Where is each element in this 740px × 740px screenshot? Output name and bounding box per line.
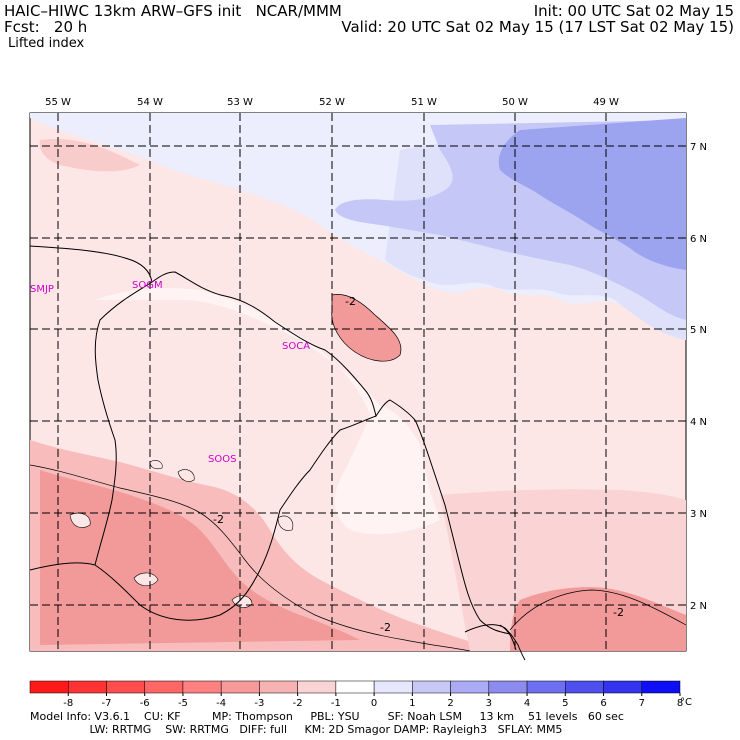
colorbar-swatch	[220, 680, 260, 694]
map-title: HAIC–HIWC 13km ARW–GFS init NCAR/MMM	[4, 2, 342, 20]
colorbar-swatch	[641, 680, 681, 694]
colorbar-swatch	[450, 680, 490, 694]
longitude-labels: 55 W 54 W 53 W 52 W 51 W 50 W 49 W	[45, 97, 619, 108]
colorbar-tick-label: -6	[140, 698, 150, 709]
contour-label: -2	[380, 621, 391, 634]
lon-label: 51 W	[411, 97, 437, 108]
colorbar-tick-label: -3	[254, 698, 264, 709]
lon-label: 53 W	[227, 97, 253, 108]
station-labels: SMJP SOGM SOCA SOOS	[30, 280, 310, 465]
colorbar-tick-label: 0	[371, 698, 377, 709]
colorbar-tick-label: 1	[409, 698, 415, 709]
valid-time: Valid: 20 UTC Sat 02 May 15 (17 LST Sat …	[341, 18, 734, 36]
lon-label: 50 W	[502, 97, 528, 108]
colorbar-swatch	[29, 680, 69, 694]
colorbar-tick-label: 4	[524, 698, 530, 709]
lon-label: 52 W	[319, 97, 345, 108]
colorbar-swatch	[488, 680, 528, 694]
colorbar-tick-label: 2	[447, 698, 453, 709]
map-plot-area: -2 -2 -2 -2 SMJP SOGM SOCA SOOS	[29, 112, 687, 661]
latitude-labels: 7 N 6 N 5 N 4 N 3 N 2 N	[690, 142, 707, 612]
graticule	[30, 113, 686, 651]
colorbar-tick-label: -5	[178, 698, 188, 709]
lat-label: 6 N	[690, 234, 707, 245]
colorbar-swatch	[182, 680, 222, 694]
colorbar-ticks: -8 -7 -6 -5 -4 -3 -2 -1 0 1 2 3 4 5 6 7 8	[63, 693, 683, 709]
colorbar-tick-label: -7	[101, 698, 111, 709]
init-time: Init: 00 UTC Sat 02 May 15	[533, 2, 734, 20]
colorbar-tick-label: 3	[486, 698, 492, 709]
colorbar-swatch	[259, 680, 298, 694]
lat-label: 2 N	[690, 601, 707, 612]
colorbar-tick-label: -8	[63, 698, 73, 709]
colorbar-swatch	[144, 680, 184, 694]
contour-minus2-coast	[331, 294, 402, 362]
station-label: SMJP	[30, 284, 54, 295]
contour-minus2-southeast	[509, 589, 687, 631]
colorbar-tick-label: 5	[562, 698, 568, 709]
contour-island	[149, 460, 163, 470]
colorbar-swatch	[412, 680, 451, 694]
land-light-region	[95, 288, 440, 535]
contour-label: -2	[345, 295, 356, 308]
warm-region-strong	[40, 470, 360, 645]
warm-patch-east	[510, 587, 686, 651]
colorbar-swatch	[335, 680, 375, 694]
cool-patch-west	[185, 137, 240, 158]
colorbar-tick-label: 7	[639, 698, 645, 709]
model-info-line2: LW: RRTMG SW: RRTMG DIFF: full KM: 2D Sm…	[30, 723, 563, 736]
lat-label: 7 N	[690, 142, 707, 153]
lon-label: 55 W	[45, 97, 71, 108]
contour-minus2-southwest	[29, 464, 471, 652]
station-label: SOGM	[132, 280, 163, 291]
station-label: SOOS	[208, 454, 236, 465]
station-label: SOCA	[282, 341, 310, 352]
warm-patch-coast	[331, 294, 401, 362]
coastline-borders	[29, 245, 526, 661]
colorbar-swatch	[526, 680, 566, 694]
colorbar-swatch	[603, 680, 643, 694]
model-info-line1: Model Info: V3.6.1 CU: KF MP: Thompson P…	[30, 710, 624, 723]
contour-island	[177, 469, 195, 482]
colorbar-tick-label: -1	[331, 698, 341, 709]
colorbar-tick-label: 6	[600, 698, 606, 709]
colorbar-swatch	[565, 680, 604, 694]
colorbar-tick-label: -2	[293, 698, 303, 709]
contour-island	[133, 572, 159, 587]
contour-island	[277, 515, 294, 531]
colorbar-swatch	[67, 680, 107, 694]
warm-patch-north	[39, 139, 140, 172]
lat-label: 3 N	[690, 509, 707, 520]
colorbar-tick-label: 8	[677, 698, 683, 709]
colorbar-swatch	[106, 680, 145, 694]
contour-label: -2	[613, 606, 624, 619]
cool-region-strong	[498, 118, 686, 270]
colorbar-tick-label: -4	[216, 698, 226, 709]
colorbar-unit: °C	[680, 697, 692, 708]
field-name: Lifted index	[8, 36, 85, 51]
lon-label: 54 W	[137, 97, 163, 108]
forecast-hour: Fcst: 20 h	[4, 18, 88, 36]
lat-label: 5 N	[690, 325, 707, 336]
colorbar	[29, 680, 681, 694]
colorbar-swatch	[373, 680, 413, 694]
contour-label: -2	[213, 513, 224, 526]
lat-label: 4 N	[690, 417, 707, 428]
lon-label: 49 W	[593, 97, 619, 108]
colorbar-swatch	[297, 680, 337, 694]
